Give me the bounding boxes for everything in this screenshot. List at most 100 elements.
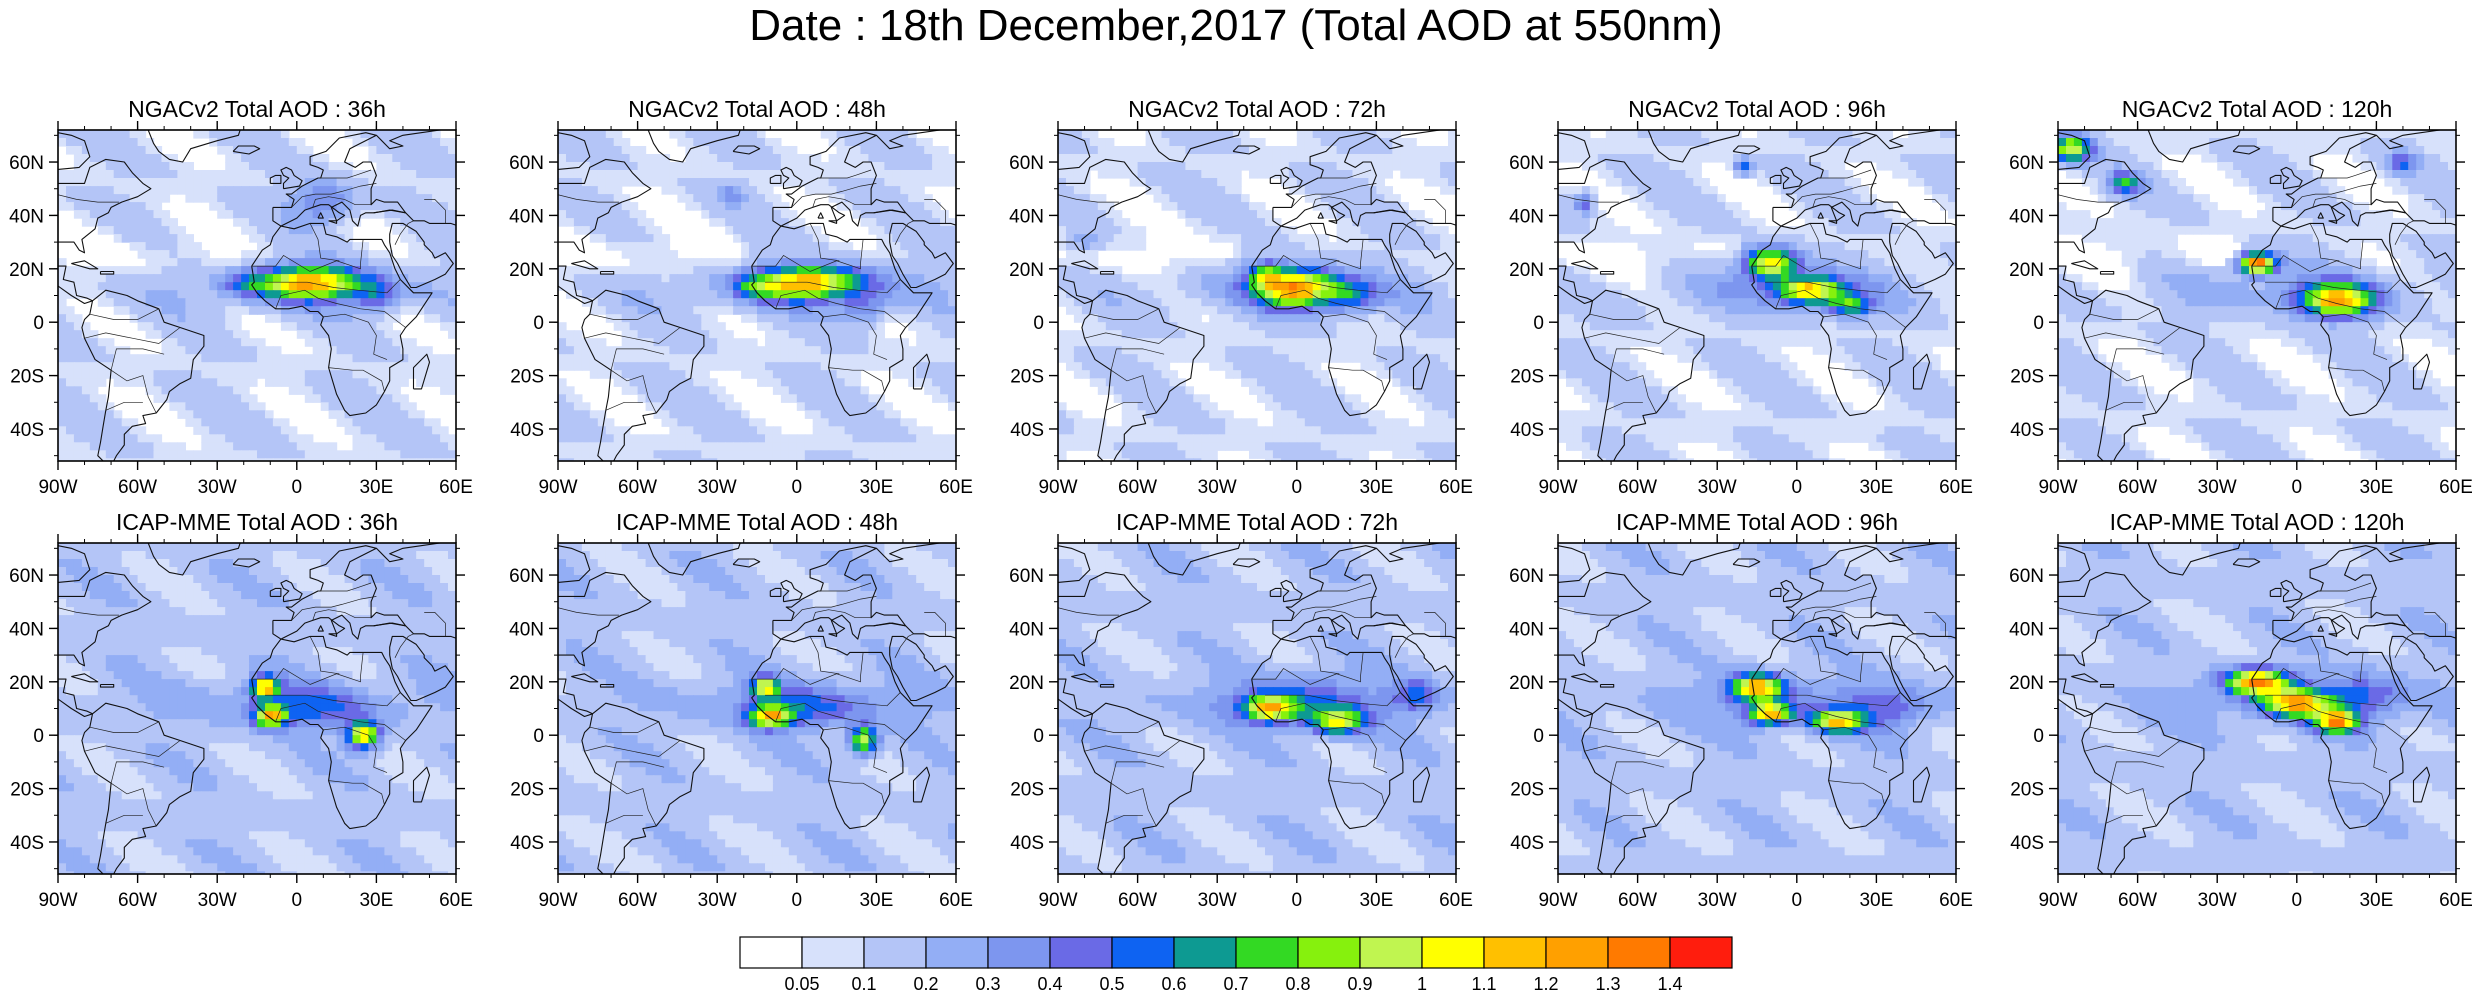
lat-tick-label: 40S [1510,833,1544,854]
lat-tick-label: 60N [9,566,44,587]
coastlines [558,130,956,461]
panel-title: ICAP-MME Total AOD : 120h [2110,509,2405,535]
lon-tick-label: 90W [38,477,77,498]
lat-tick-label: 40N [2009,619,2044,640]
lat-tick-label: 20S [1010,367,1044,388]
lat-tick-label: 0 [33,313,44,334]
lat-tick-label: 0 [1533,313,1544,334]
lat-tick-label: 0 [33,726,44,747]
lon-tick-label: 60W [1618,477,1657,498]
lat-tick-label: 20S [510,367,544,388]
lon-tick-label: 60W [118,477,157,498]
lon-tick-label: 60W [618,890,657,911]
lon-tick-label: 30E [859,477,893,498]
lat-tick-label: 0 [1033,313,1044,334]
lon-tick-label: 90W [38,890,77,911]
lat-tick-label: 40S [2010,833,2044,854]
lat-tick-label: 40N [1009,206,1044,227]
lat-tick-label: 20S [10,780,44,801]
colorbar-label: 1.1 [1471,974,1496,994]
map-panel: ICAP-MME Total AOD : 36h 90W 60W 30W 0 30E 60E… [9,509,473,911]
lon-tick-label: 60E [1939,477,1973,498]
lat-tick-label: 0 [533,313,544,334]
lon-tick-label: 0 [792,477,803,498]
lat-tick-label: 60N [9,153,44,174]
lat-tick-label: 40N [1509,619,1544,640]
colorbar-swatch [863,936,927,969]
lon-tick-label: 90W [1038,890,1077,911]
lat-tick-label: 40S [1510,420,1544,441]
lat-tick-label: 20N [9,673,44,694]
lat-tick-label: 20N [9,260,44,281]
lon-tick-label: 60E [439,477,473,498]
lon-tick-label: 60E [439,890,473,911]
lat-tick-label: 0 [1033,726,1044,747]
lon-tick-label: 60E [939,477,973,498]
lat-tick-label: 20N [1009,260,1044,281]
panel-title: NGACv2 Total AOD : 96h [1628,96,1886,122]
lat-tick-label: 40S [2010,420,2044,441]
lat-tick-label: 0 [1533,726,1544,747]
map-panel: ICAP-MME Total AOD : 72h 90W 60W 30W 0 30E 60E… [1009,509,1473,911]
lat-tick-label: 20S [10,367,44,388]
map-panel: NGACv2 Total AOD : 72h 90W 60W 30W 0 30E 60E 60… [1009,96,1473,498]
map-panel: NGACv2 Total AOD : 48h 90W 60W 30W 0 30E 60E 60… [509,96,973,498]
lon-tick-label: 0 [2292,477,2303,498]
lon-tick-label: 90W [538,890,577,911]
colorbar-label: 0.6 [1161,974,1186,994]
lat-tick-label: 0 [2033,313,2044,334]
lon-tick-label: 30E [1359,890,1393,911]
aod-field [1058,543,1456,874]
lon-tick-label: 30W [198,477,237,498]
coastlines [1558,130,1956,461]
colorbar-label: 0.05 [784,974,819,994]
map-panel: ICAP-MME Total AOD : 48h 90W 60W 30W 0 30E 60E… [509,509,973,911]
lon-tick-label: 30W [1198,477,1237,498]
colorbar-label: 1.4 [1657,974,1682,994]
lon-tick-label: 60W [2118,890,2157,911]
lon-tick-label: 0 [1792,477,1803,498]
lon-tick-label: 30W [698,890,737,911]
lat-tick-label: 40S [510,833,544,854]
lat-tick-label: 20N [2009,673,2044,694]
lat-tick-label: 40S [510,420,544,441]
panel-title: NGACv2 Total AOD : 36h [128,96,386,122]
colorbar-swatch [801,936,865,969]
lon-tick-label: 30W [698,477,737,498]
coastlines [58,130,456,461]
lat-tick-label: 20S [510,780,544,801]
lon-tick-label: 30E [359,890,393,911]
coastlines [58,543,456,874]
lat-tick-label: 0 [533,726,544,747]
lat-tick-label: 40N [509,619,544,640]
lon-tick-label: 0 [1792,890,1803,911]
colorbar-label: 1.2 [1533,974,1558,994]
map-panel: ICAP-MME Total AOD : 120h 90W 60W 30W 0 30E 60… [2009,509,2472,911]
colorbar-label: 0.4 [1037,974,1062,994]
lat-tick-label: 40N [509,206,544,227]
lat-tick-label: 20S [1510,367,1544,388]
lon-tick-label: 90W [2038,890,2077,911]
colorbar-label: 1 [1417,974,1427,994]
lat-tick-label: 20N [509,260,544,281]
colorbar-label: 0.2 [913,974,938,994]
colorbar-swatch [1421,936,1485,969]
lon-tick-label: 90W [1538,477,1577,498]
colorbar-swatch [925,936,989,969]
lat-tick-label: 20S [2010,367,2044,388]
colorbar-swatch [1483,936,1547,969]
lon-tick-label: 90W [1038,477,1077,498]
colorbar: 0.05 0.1 0.2 0.3 0.4 0.5 0.6 0.7 0.8 0.9 1 1.1 1.2 1.… [739,936,1733,994]
lat-tick-label: 60N [509,566,544,587]
figure-title: Date : 18th December,2017 (Total AOD at … [0,1,2472,50]
colorbar-swatch [1049,936,1113,969]
colorbar-swatch [987,936,1051,969]
lat-tick-label: 20N [1009,673,1044,694]
panel-title: ICAP-MME Total AOD : 72h [1116,509,1398,535]
map-panel: ICAP-MME Total AOD : 96h 90W 60W 30W 0 30E 60E… [1509,509,1973,911]
lon-tick-label: 90W [2038,477,2077,498]
aod-field [558,130,956,461]
colorbar-swatch [1111,936,1175,969]
colorbar-swatch [739,936,803,969]
colorbar-label: 0.1 [851,974,876,994]
